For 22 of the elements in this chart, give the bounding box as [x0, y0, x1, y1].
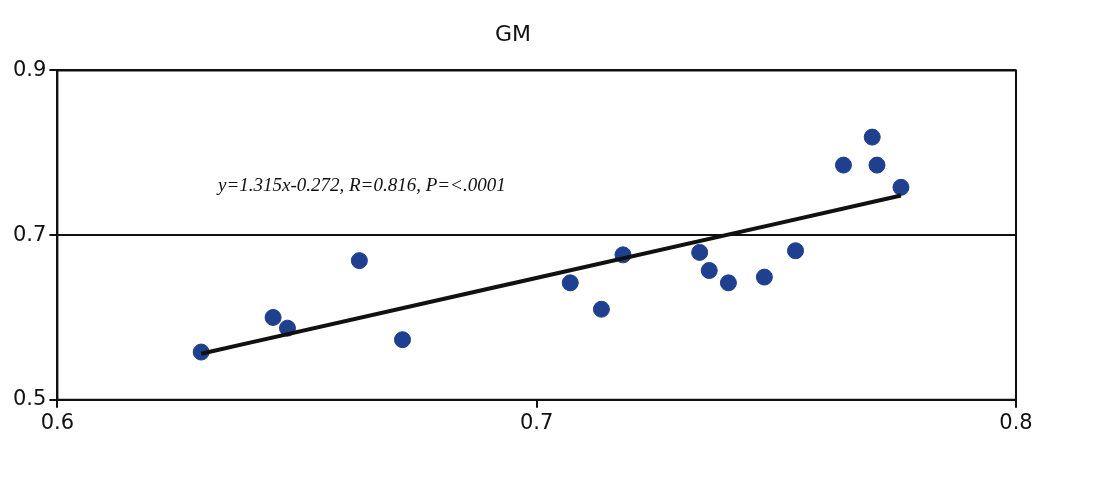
point: [755, 268, 773, 286]
point: [719, 274, 737, 292]
x-tick-label: 0.6: [40, 409, 75, 434]
point: [868, 156, 886, 174]
point: [691, 243, 709, 261]
annotation: y=1.315x-0.272, R=0.816, P=<.0001: [218, 174, 506, 196]
point: [561, 274, 579, 292]
point: [264, 308, 282, 326]
point: [834, 156, 852, 174]
point: [787, 242, 805, 260]
y-tick-label: 0.5: [12, 386, 47, 411]
point: [863, 128, 881, 146]
y-tick-label: 0.9: [12, 56, 47, 81]
point: [892, 178, 910, 196]
point: [592, 300, 610, 318]
point: [393, 331, 411, 349]
x-tick-label: 0.7: [520, 409, 554, 434]
chart-title: GM: [494, 20, 532, 46]
x-tick-label: 0.8: [999, 409, 1033, 434]
point: [350, 252, 368, 270]
point: [700, 262, 718, 280]
y-tick-label: 0.7: [12, 221, 47, 246]
